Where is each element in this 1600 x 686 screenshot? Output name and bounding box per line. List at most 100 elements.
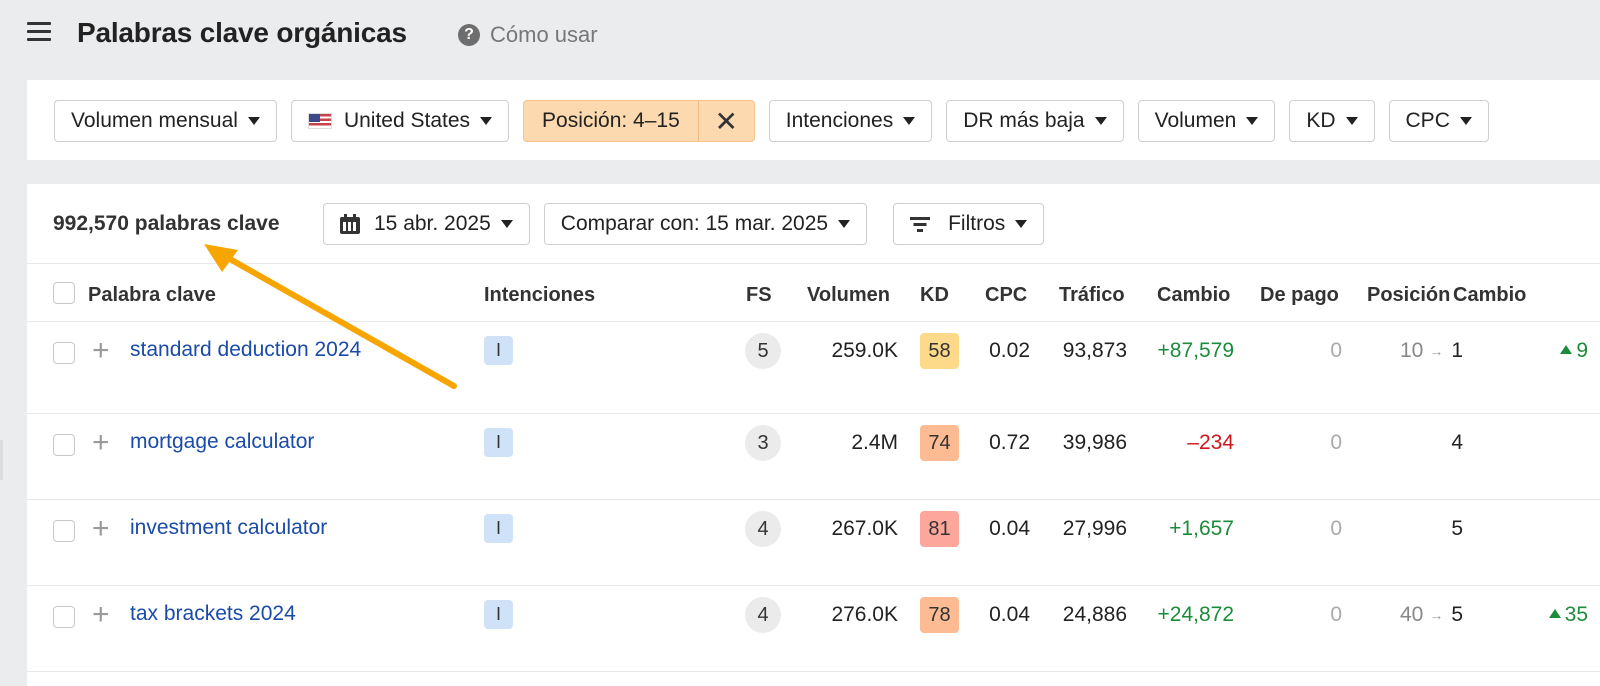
lowest-dr-dropdown[interactable]: DR más baja	[946, 100, 1124, 142]
caret-down-icon	[480, 117, 493, 125]
caret-down-icon	[1459, 117, 1472, 125]
add-icon[interactable]: +	[92, 426, 110, 459]
traffic-value[interactable]: 24,886	[1062, 603, 1127, 626]
position-change-value: 35	[1548, 603, 1588, 627]
intents-dropdown[interactable]: Intenciones	[768, 100, 933, 142]
filter-icon	[910, 216, 931, 232]
arrow-right-icon: →	[1429, 343, 1444, 359]
caret-down-icon	[1094, 117, 1107, 125]
cpc-value: 0.04	[989, 517, 1030, 540]
volume-value: 2.4M	[851, 431, 898, 454]
paid-value: 0	[1330, 517, 1342, 540]
paid-value: 0	[1330, 339, 1342, 362]
row-checkbox[interactable]	[53, 342, 75, 364]
fs-badge: 3	[745, 425, 781, 461]
col-volume[interactable]: Volumen	[807, 284, 890, 306]
traffic-value[interactable]: 27,996	[1062, 517, 1127, 540]
col-traffic[interactable]: Tráfico	[1059, 284, 1125, 306]
position-value: 5	[1451, 517, 1463, 541]
kd-badge: 78	[920, 597, 959, 633]
select-all-checkbox[interactable]	[53, 282, 75, 304]
row-checkbox[interactable]	[53, 606, 75, 628]
kd-label: KD	[1306, 109, 1336, 132]
row-checkbox[interactable]	[53, 520, 75, 542]
triangle-up-icon	[1548, 609, 1561, 618]
col-position[interactable]: Posición	[1367, 284, 1451, 306]
col-position-change[interactable]: Cambio	[1453, 284, 1527, 306]
volume-dropdown[interactable]: Volumen	[1137, 100, 1276, 142]
help-link[interactable]: ? Cómo usar	[458, 22, 598, 48]
keyword-link[interactable]: mortgage calculator	[130, 430, 315, 453]
position-value: 4	[1451, 431, 1463, 455]
country-label: United States	[343, 109, 471, 132]
volume-value: 267.0K	[831, 517, 898, 540]
col-intents[interactable]: Intenciones	[484, 284, 596, 306]
menu-icon[interactable]	[27, 22, 51, 44]
lowest-dr-label: DR más baja	[963, 109, 1085, 132]
traffic-value[interactable]: 93,873	[1062, 339, 1127, 362]
table-row: + standard deduction 2024 I 5 259.0K 58 …	[27, 322, 1600, 414]
date-picker[interactable]: 15 abr. 2025	[323, 203, 530, 245]
keyword-count: 992,570 palabras clave	[53, 212, 280, 235]
col-change[interactable]: Cambio	[1157, 284, 1231, 306]
volume-value: 259.0K	[831, 339, 898, 362]
current-position: 1	[1451, 339, 1463, 362]
position-value: 40 → 5	[1400, 603, 1463, 627]
filters-label: Filtros	[948, 212, 1006, 235]
clear-position-filter-button[interactable]: ✕	[697, 101, 754, 141]
cpc-value: 0.02	[989, 339, 1030, 362]
triangle-up-icon	[1560, 345, 1573, 354]
add-icon[interactable]: +	[92, 598, 110, 631]
keyword-link[interactable]: standard deduction 2024	[130, 338, 362, 361]
keyword-link[interactable]: investment calculator	[130, 516, 328, 539]
paid-value: 0	[1330, 603, 1342, 626]
caret-down-icon	[247, 117, 260, 125]
row-checkbox[interactable]	[53, 434, 75, 456]
position-filter[interactable]: Posición: 4–15 ✕	[523, 100, 755, 142]
volume-label: Volumen	[1154, 109, 1237, 132]
intent-badge: I	[484, 514, 513, 543]
previous-position: 40	[1399, 603, 1424, 626]
col-keyword[interactable]: Palabra clave	[88, 284, 216, 306]
cpc-dropdown[interactable]: CPC	[1388, 100, 1489, 142]
intent-badge: I	[484, 336, 513, 365]
kd-dropdown[interactable]: KD	[1289, 100, 1375, 142]
add-icon[interactable]: +	[92, 334, 110, 367]
table-header: Palabra clave Intenciones FS Volumen KD …	[27, 264, 1600, 322]
table-row: + investment calculator I 4 267.0K 81 0.…	[27, 500, 1600, 586]
date-label: 15 abr. 2025	[374, 212, 491, 235]
position-filter-label[interactable]: Posición: 4–15	[542, 109, 680, 132]
traffic-change-value: +24,872	[1157, 603, 1235, 626]
monthly-volume-label: Volumen mensual	[71, 109, 238, 132]
caret-down-icon	[838, 220, 851, 228]
caret-down-icon	[500, 220, 513, 228]
question-circle-icon: ?	[458, 24, 480, 46]
cpc-label: CPC	[1405, 109, 1450, 132]
keyword-link[interactable]: tax brackets 2024	[130, 602, 296, 625]
calendar-icon	[340, 214, 360, 234]
cpc-value: 0.04	[989, 603, 1030, 626]
country-dropdown[interactable]: United States	[290, 100, 510, 142]
caret-down-icon	[1345, 117, 1358, 125]
caret-down-icon	[1015, 220, 1028, 228]
monthly-volume-dropdown[interactable]: Volumen mensual	[54, 100, 277, 142]
help-label: Cómo usar	[490, 22, 598, 47]
us-flag-icon	[307, 113, 332, 129]
col-kd[interactable]: KD	[920, 284, 949, 306]
add-icon[interactable]: +	[92, 512, 110, 545]
col-cpc[interactable]: CPC	[985, 284, 1028, 306]
col-paid[interactable]: De pago	[1260, 284, 1339, 306]
current-position: 4	[1451, 431, 1463, 454]
intents-label: Intenciones	[785, 109, 894, 132]
traffic-value[interactable]: 39,986	[1062, 431, 1127, 454]
left-gutter-handle	[0, 440, 3, 480]
filter-row: Volumen mensual United States Posición: …	[54, 100, 1489, 142]
results-panel: 992,570 palabras clave 15 abr. 2025 Comp…	[27, 184, 1600, 686]
filter-panel: Volumen mensual United States Posición: …	[27, 80, 1600, 160]
caret-down-icon	[903, 117, 916, 125]
filters-button[interactable]: Filtros	[893, 203, 1045, 245]
current-position: 5	[1451, 517, 1463, 540]
col-fs[interactable]: FS	[746, 284, 772, 306]
position-value: 10 → 1	[1400, 339, 1463, 363]
compare-date-picker[interactable]: Comparar con: 15 mar. 2025	[543, 203, 868, 245]
